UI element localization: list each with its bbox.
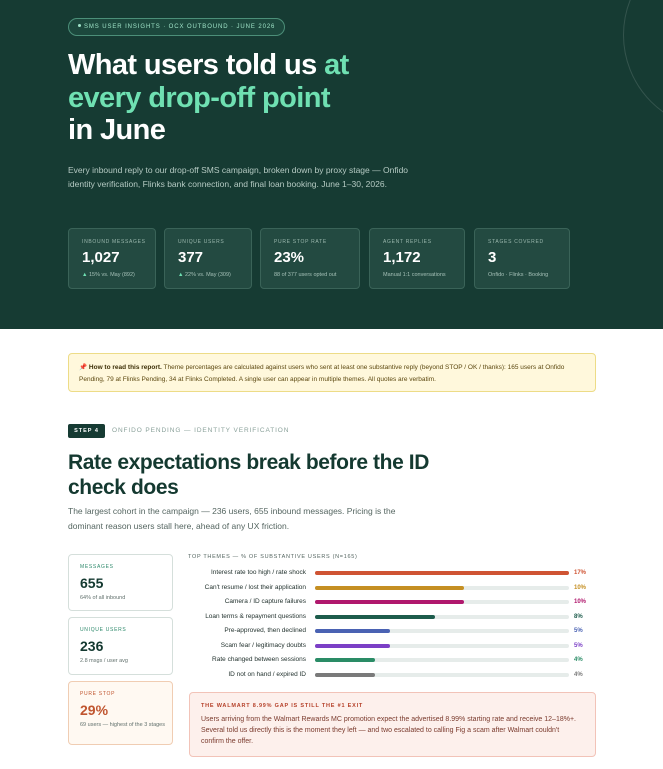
theme-value-label: 4% xyxy=(574,657,583,663)
metric-note: 2.8 msgs / user avg xyxy=(80,658,128,664)
stat-card-inbound: INBOUND MESSAGES 1,027 ▲ 15% vs. May (89… xyxy=(68,228,156,289)
theme-value-label: 4% xyxy=(574,671,583,678)
stat-cards: INBOUND MESSAGES 1,027 ▲ 15% vs. May (89… xyxy=(68,228,570,289)
stat-note: ▲ 15% vs. May (892) xyxy=(82,271,155,279)
theme-value-label: 5% xyxy=(574,642,583,649)
theme-bar-track xyxy=(315,643,569,648)
stat-card-stages: STAGES COVERED 3 Onfido · Flinks · Booki… xyxy=(474,228,570,289)
theme-row: Can't resume / lost their application 10% xyxy=(188,583,596,593)
theme-label: Loan terms & repayment questions xyxy=(205,612,306,620)
title-line1: What users told us xyxy=(68,49,325,81)
decorative-ring xyxy=(623,0,663,130)
stat-value: 1,172 xyxy=(383,249,421,266)
callout-title: THE WALMART 8.99% GAP IS STILL THE #1 EX… xyxy=(201,703,364,709)
metric-label: UNIQUE USERS xyxy=(80,627,127,633)
title-line3: in June xyxy=(68,114,166,146)
theme-label: ID not on hand / expired ID xyxy=(228,670,306,678)
theme-value-label: 8% xyxy=(574,613,583,620)
how-to-read-note: 📌 How to read this report. Theme percent… xyxy=(68,353,596,392)
stat-card-users: UNIQUE USERS 377 ▲ 22% vs. May (309) xyxy=(164,228,252,289)
theme-bar-track xyxy=(315,571,569,575)
theme-row: Camera / ID capture failures 10% xyxy=(188,597,596,607)
stat-label: AGENT REPLIES xyxy=(383,239,432,245)
stat-note: Manual 1:1 conversations xyxy=(383,272,446,278)
stat-value: 1,027 xyxy=(82,249,120,266)
theme-bar-track xyxy=(315,614,569,619)
section-title: Rate expectations break before the ID ch… xyxy=(68,451,429,499)
pin-icon: 📌 xyxy=(79,364,88,371)
stat-note-text: 15% vs. May (892) xyxy=(87,272,135,278)
theme-label: Can't resume / lost their application xyxy=(204,583,306,591)
theme-bar xyxy=(315,614,435,619)
theme-value-label: 5% xyxy=(574,628,583,634)
theme-row: Loan terms & repayment questions 8% xyxy=(188,612,596,622)
step-label: ONFIDO PENDING — IDENTITY VERIFICATION xyxy=(112,427,290,434)
metric-note: 64% of all inbound xyxy=(80,595,126,601)
stat-label: PURE STOP RATE xyxy=(274,239,327,245)
stat-label: STAGES COVERED xyxy=(488,239,544,245)
metric-value: 655 xyxy=(80,575,104,591)
stat-note-text: 22% vs. May (309) xyxy=(183,272,231,278)
theme-bar-track xyxy=(315,658,569,662)
theme-bar xyxy=(315,600,465,604)
step-badge: STEP 4 xyxy=(68,424,105,438)
stat-card-agent-replies: AGENT REPLIES 1,172 Manual 1:1 conversat… xyxy=(369,228,465,289)
trend-up-icon: ▲ xyxy=(178,272,184,278)
section-subtitle: The largest cohort in the campaign — 236… xyxy=(68,506,396,531)
hero-section: SMS USER INSIGHTS · OCX OUTBOUND · JUNE … xyxy=(0,0,663,329)
theme-label: Pre-approved, then declined xyxy=(224,627,306,634)
theme-bar xyxy=(315,585,465,590)
metric-label: MESSAGES xyxy=(80,564,114,570)
dot-icon xyxy=(78,23,81,27)
eyebrow-pill: SMS USER INSIGHTS · OCX OUTBOUND · JUNE … xyxy=(68,18,286,36)
theme-label: Camera / ID capture failures xyxy=(224,598,306,605)
metric-card-messages: MESSAGES 655 64% of all inbound xyxy=(68,554,173,611)
callout-body: Users arriving from the Walmart Rewards … xyxy=(201,716,576,745)
page-title: What users told us at every drop-off poi… xyxy=(68,49,398,147)
theme-value-label: 10% xyxy=(574,584,587,591)
stat-label: INBOUND MESSAGES xyxy=(82,239,146,245)
page-subtitle: Every inbound reply to our drop-off SMS … xyxy=(68,165,409,190)
theme-bar xyxy=(315,571,569,575)
theme-bar-track xyxy=(315,600,569,604)
theme-bar-track xyxy=(315,629,569,633)
stat-card-stop-rate: PURE STOP RATE 23% 88 of 377 users opted… xyxy=(260,228,360,289)
theme-label: Rate changed between sessions xyxy=(212,656,306,663)
stat-label: UNIQUE USERS xyxy=(178,239,225,245)
theme-label: Interest rate too high / rate shock xyxy=(210,569,306,576)
theme-row: Interest rate too high / rate shock 17% xyxy=(188,568,596,578)
metric-value: 29% xyxy=(80,702,109,718)
theme-bar xyxy=(315,629,390,633)
metric-card-users: UNIQUE USERS 236 2.8 msgs / user avg xyxy=(68,617,173,675)
stat-note: 88 of 377 users opted out xyxy=(274,272,337,278)
theme-row: Pre-approved, then declined 5% xyxy=(188,626,596,636)
title-accent: at every drop-off point xyxy=(68,49,349,114)
note-lead: How to read this report. xyxy=(88,364,162,371)
theme-bar xyxy=(315,658,375,662)
theme-value-label: 10% xyxy=(574,599,587,605)
stat-value: 377 xyxy=(178,249,204,266)
chart-title: TOP THEMES — % OF SUBSTANTIVE USERS (N=1… xyxy=(188,554,358,560)
theme-row: Scam fear / legitimacy doubts 5% xyxy=(188,641,596,651)
metric-note: 69 users — highest of the 3 stages xyxy=(80,722,165,728)
walmart-callout: THE WALMART 8.99% GAP IS STILL THE #1 EX… xyxy=(189,692,596,757)
metric-label: PURE STOP xyxy=(80,691,116,697)
metric-value: 236 xyxy=(80,638,104,654)
theme-bar xyxy=(315,643,390,648)
theme-row: ID not on hand / expired ID 4% xyxy=(188,670,596,680)
theme-row: Rate changed between sessions 4% xyxy=(188,655,596,665)
trend-up-icon: ▲ xyxy=(82,272,88,278)
stat-note: Onfido · Flinks · Booking xyxy=(488,272,549,278)
theme-bar-track xyxy=(315,672,569,677)
stat-note: ▲ 22% vs. May (309) xyxy=(178,271,251,279)
theme-value-label: 17% xyxy=(574,570,587,576)
theme-bar-track xyxy=(315,585,569,590)
theme-label: Scam fear / legitimacy doubts xyxy=(220,641,306,649)
stat-value: 3 xyxy=(488,249,497,266)
note-text: Theme percentages are calculated against… xyxy=(79,364,565,383)
eyebrow-text: SMS USER INSIGHTS · OCX OUTBOUND · JUNE … xyxy=(84,24,276,30)
stat-value: 23% xyxy=(274,249,305,266)
metric-card-pure-stop: PURE STOP 29% 69 users — highest of the … xyxy=(68,681,173,745)
theme-bar xyxy=(315,672,375,677)
